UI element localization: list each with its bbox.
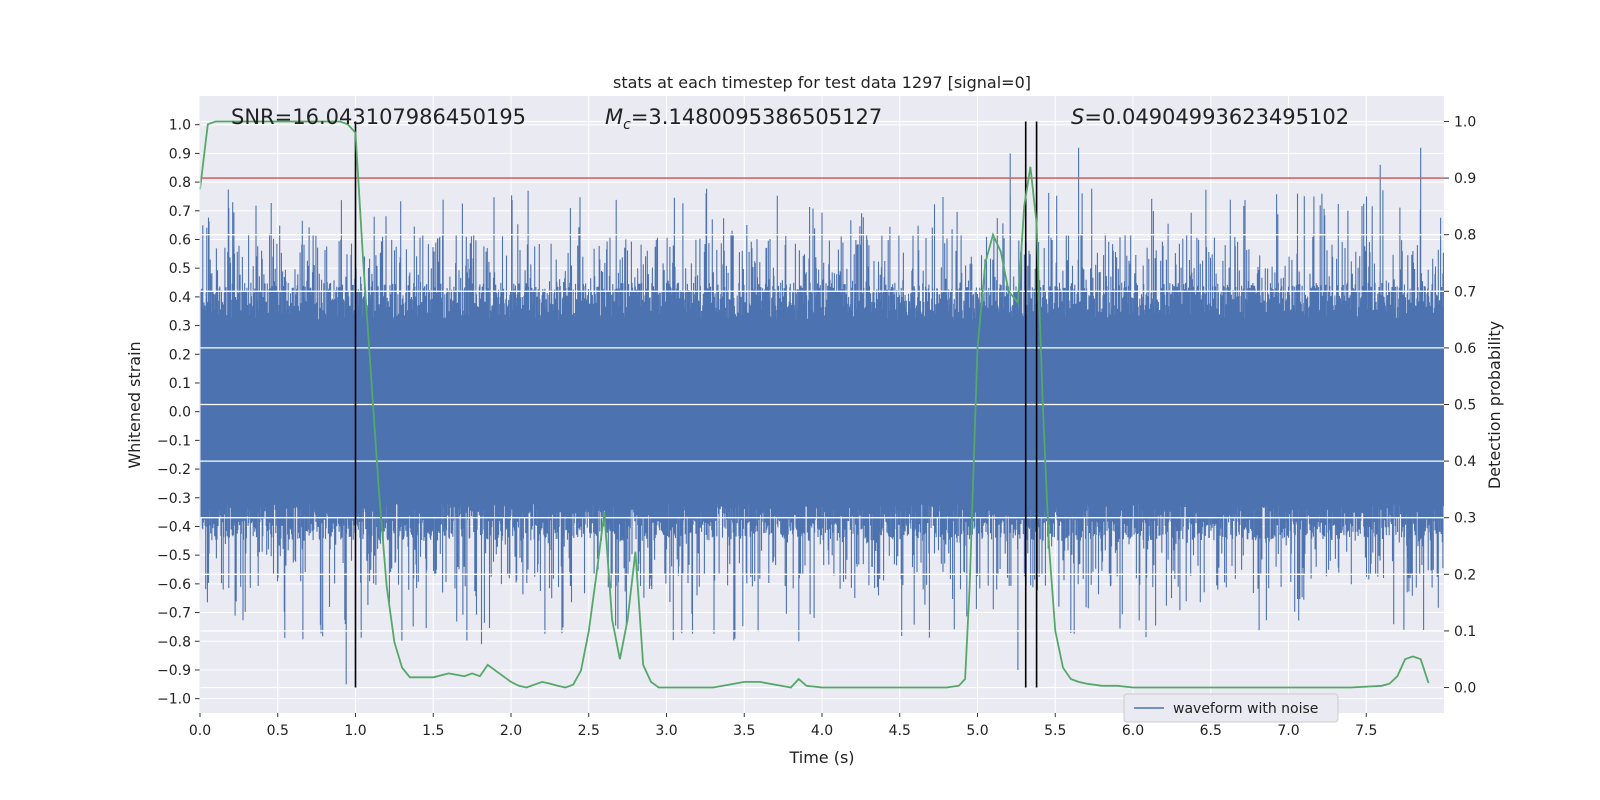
waveform-line	[199, 147, 1444, 685]
s-value: =0.04904993623495102	[1084, 105, 1349, 129]
x-tick-label: 7.5	[1355, 723, 1377, 739]
x-tick-label: 1.5	[422, 723, 444, 739]
legend-label: waveform with noise	[1173, 701, 1318, 717]
y-tick-label: 0.2	[169, 347, 191, 363]
y-tick-label: −0.4	[157, 519, 191, 535]
y-tick-label: −0.7	[157, 606, 191, 622]
y-tick-label: 0.8	[169, 175, 191, 191]
x-tick-label: 2.5	[578, 723, 600, 739]
legend: waveform with noise	[1123, 693, 1339, 723]
y2-tick-label: 0.0	[1454, 681, 1476, 697]
probability-series	[199, 120, 1430, 689]
s-symbol: S	[1071, 105, 1084, 129]
y-axis-label: Whitened strain	[125, 341, 144, 468]
y2-tick-label: 0.8	[1454, 228, 1476, 244]
y2-tick-label: 0.7	[1454, 284, 1476, 300]
mc-annotation: Mc=3.1480095386505127	[605, 105, 882, 133]
y2-tick-label: 0.6	[1454, 341, 1476, 357]
y2-tick-label: 1.0	[1454, 114, 1476, 130]
y-tick-label: 0.0	[169, 405, 191, 421]
x-tick-label: 3.5	[733, 723, 755, 739]
y2-tick-label: 0.3	[1454, 511, 1476, 527]
mc-value: =3.1480095386505127	[631, 105, 882, 129]
probability-line	[199, 120, 1430, 689]
x-tick-label: 4.5	[889, 723, 911, 739]
x-tick-label: 5.5	[1044, 723, 1066, 739]
x-tick-label: 0.0	[189, 723, 211, 739]
y-tick-label: −0.5	[157, 548, 191, 564]
x-axis-label: Time (s)	[788, 748, 854, 767]
y-tick-label: 1.0	[169, 118, 191, 134]
x-tick-label: 4.0	[811, 723, 833, 739]
legend-box	[1123, 693, 1339, 723]
y-tick-label: 0.1	[169, 376, 191, 392]
y2-tick-label: 0.9	[1454, 171, 1476, 187]
y-tick-label: −0.2	[157, 462, 191, 478]
y-tick-label: −0.9	[157, 663, 191, 679]
y-tick-label: 0.3	[169, 319, 191, 335]
y-tick-label: −0.8	[157, 634, 191, 650]
x-tick-label: 0.5	[267, 723, 289, 739]
y-tick-label: 0.5	[169, 261, 191, 277]
y-tick-label: 0.6	[169, 232, 191, 248]
waveform-series	[199, 147, 1444, 685]
y-tick-label: 0.4	[169, 290, 191, 306]
y-tick-label: −0.6	[157, 577, 191, 593]
x-tick-label: 5.0	[966, 723, 988, 739]
y-tick-label: 0.7	[169, 204, 191, 220]
mc-symbol: M	[605, 105, 623, 129]
x-tick-label: 3.0	[655, 723, 677, 739]
snr-annotation: SNR=16.043107986450195	[231, 105, 526, 129]
y2-tick-label: 0.4	[1454, 454, 1476, 470]
chart-title: stats at each timestep for test data 129…	[613, 73, 1031, 92]
y-tick-label: −0.3	[157, 491, 191, 507]
y-tick-label: −0.1	[157, 433, 191, 449]
axes-ticks: 0.0 0.5 1.0 1.5 2.0 2.5 3.0 3.5 4.0 4.5 5.0 5.5 6.0 6…	[157, 96, 1476, 739]
x-tick-label: 2.0	[500, 723, 522, 739]
y-tick-label: 0.9	[169, 146, 191, 162]
y2-tick-label: 0.1	[1454, 624, 1476, 640]
y2-axis-label: Detection probability	[1485, 321, 1504, 489]
x-tick-label: 6.0	[1122, 723, 1144, 739]
x-tick-label: 7.0	[1277, 723, 1299, 739]
x-tick-label: 1.0	[344, 723, 366, 739]
s-annotation: S=0.04904993623495102	[1071, 105, 1349, 129]
y2-tick-label: 0.2	[1454, 567, 1476, 583]
y-tick-label: −1.0	[157, 692, 191, 708]
y2-tick-label: 0.5	[1454, 398, 1476, 414]
x-tick-label: 6.5	[1200, 723, 1222, 739]
mc-subscript: c	[623, 117, 631, 133]
